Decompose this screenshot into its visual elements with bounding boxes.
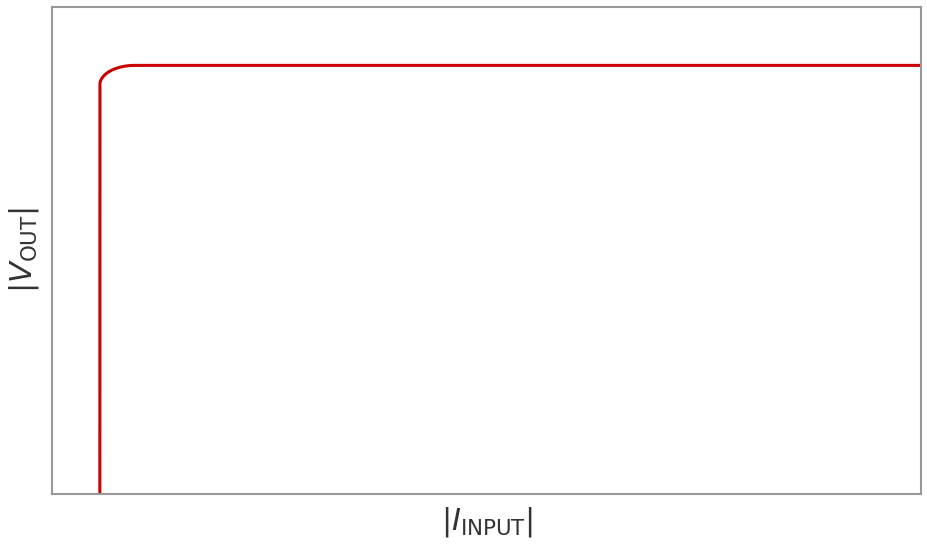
X-axis label: $|I_{\mathrm{INPUT}}|$: $|I_{\mathrm{INPUT}}|$ (440, 505, 532, 539)
Y-axis label: $|V_{\mathrm{OUT}}|$: $|V_{\mathrm{OUT}}|$ (6, 207, 41, 293)
